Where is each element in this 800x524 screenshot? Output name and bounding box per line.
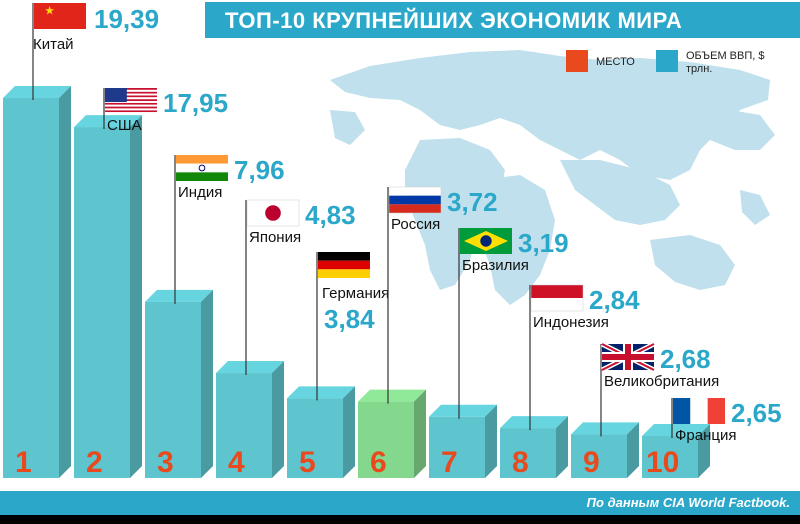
bar-5 xyxy=(287,386,355,478)
rank-label: 2 xyxy=(86,446,103,479)
country-label: Индия xyxy=(178,184,222,201)
rank-label: 7 xyxy=(441,446,458,479)
france-flag xyxy=(673,398,725,424)
bar-3 xyxy=(145,289,213,478)
bar-6 xyxy=(358,389,426,478)
bar-9 xyxy=(571,422,639,478)
uk-flag xyxy=(600,341,656,373)
indonesia-flag xyxy=(530,284,584,312)
value-label: 2,84 xyxy=(589,285,640,315)
country-label: Франция xyxy=(675,427,736,444)
china-flag: ★ xyxy=(34,3,86,29)
bar-8 xyxy=(500,416,568,478)
rank-label: 6 xyxy=(370,446,387,479)
country-label: Россия xyxy=(391,216,440,233)
usa-flag xyxy=(105,88,157,114)
country-label: Индонезия xyxy=(533,314,609,331)
value-label: 3,72 xyxy=(447,187,498,217)
country-label: Бразилия xyxy=(462,257,529,274)
germany-flag xyxy=(318,252,370,278)
rank-label: 5 xyxy=(299,446,316,479)
value-label: 4,83 xyxy=(305,200,356,230)
bar-2 xyxy=(74,115,142,479)
value-label: 3,84 xyxy=(324,304,375,334)
country-label: Япония xyxy=(249,229,301,246)
bar-1 xyxy=(3,86,71,478)
india-flag xyxy=(176,155,228,181)
value-label: 3,19 xyxy=(518,228,569,258)
legend-place-label: МЕСТО xyxy=(596,56,635,68)
japan-flag xyxy=(246,199,300,227)
legend-gdp-label: ОБЪЕМ ВВП, $ трлн. xyxy=(686,50,765,75)
rank-label: 10 xyxy=(646,446,679,479)
country-label: Великобритания xyxy=(604,373,719,390)
value-label: 2,68 xyxy=(660,344,711,374)
title-banner xyxy=(205,2,800,38)
country-label: США xyxy=(107,117,142,134)
world-map xyxy=(330,50,775,305)
rank-label: 4 xyxy=(228,446,245,479)
legend-place-swatch xyxy=(566,50,588,72)
russia-flag xyxy=(388,186,442,214)
legend-gdp-swatch xyxy=(656,50,678,72)
value-label: 2,65 xyxy=(731,398,782,428)
bottom-strip xyxy=(0,515,800,524)
country-label: Китай xyxy=(33,36,74,53)
rank-label: 9 xyxy=(583,446,600,479)
svg-text:★: ★ xyxy=(44,4,54,18)
bar-4 xyxy=(216,361,284,478)
source-note: По данным CIA World Factbook. xyxy=(586,495,790,510)
value-label: 17,95 xyxy=(163,88,228,118)
country-label: Германия xyxy=(322,285,389,302)
bar-chart: 1 ★ 19,39 Китай 2 17,95 США 3 7,96 Индия 4 4,83Япон… xyxy=(3,3,782,479)
value-label: 19,39 xyxy=(94,4,159,34)
rank-label: 8 xyxy=(512,446,529,479)
footer-banner xyxy=(0,491,800,515)
rank-label: 1 xyxy=(15,446,32,479)
bar-7 xyxy=(429,404,497,478)
rank-label: 3 xyxy=(157,446,174,479)
brazil-flag xyxy=(460,228,512,254)
chart-title: ТОП-10 КРУПНЕЙШИХ ЭКОНОМИК МИРА xyxy=(225,8,683,33)
bar-10 xyxy=(642,424,710,478)
value-label: 7,96 xyxy=(234,155,285,185)
